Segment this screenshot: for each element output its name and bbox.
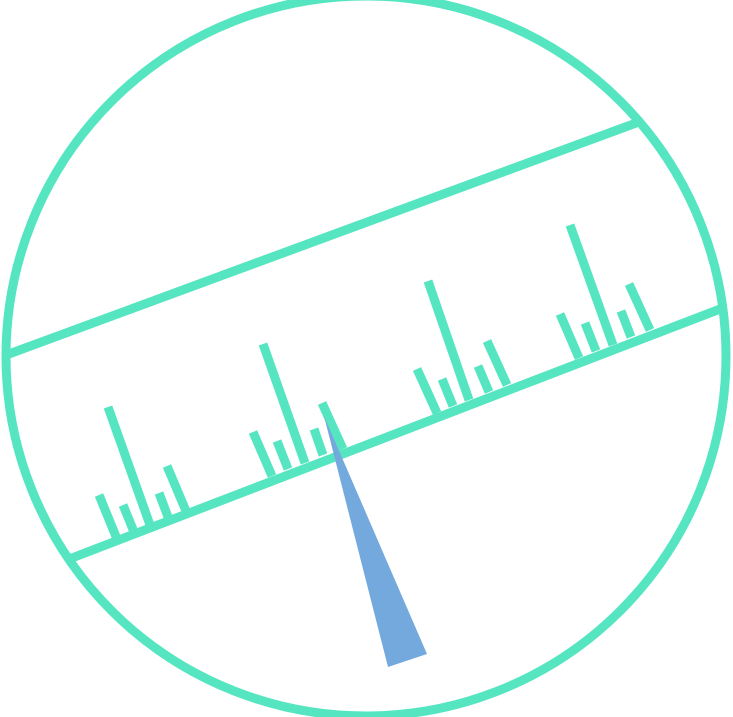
tick-mark-major	[258, 342, 310, 465]
tick-mark-major	[103, 405, 155, 527]
tick-mark	[580, 321, 601, 353]
tick-mark	[482, 339, 512, 387]
tick-mark-major	[423, 279, 474, 402]
tick-mark-major	[565, 223, 618, 347]
pointer-needle-icon	[324, 416, 427, 667]
tick-mark	[624, 282, 655, 332]
tick-mark	[412, 367, 442, 415]
tick-mark	[154, 491, 173, 519]
tick-mark	[437, 377, 458, 408]
tick-mark	[94, 493, 122, 541]
tick-mark	[248, 430, 277, 478]
tick-mark	[555, 312, 584, 360]
tick-mark	[162, 464, 191, 513]
tick-marks	[94, 223, 655, 541]
tape-bottom-edge	[6, 281, 726, 606]
tick-mark	[309, 427, 328, 457]
tick-mark	[272, 439, 293, 471]
tick-mark	[616, 309, 636, 339]
tick-mark	[473, 364, 494, 394]
tick-mark	[118, 503, 139, 534]
tick-mark	[317, 401, 348, 451]
